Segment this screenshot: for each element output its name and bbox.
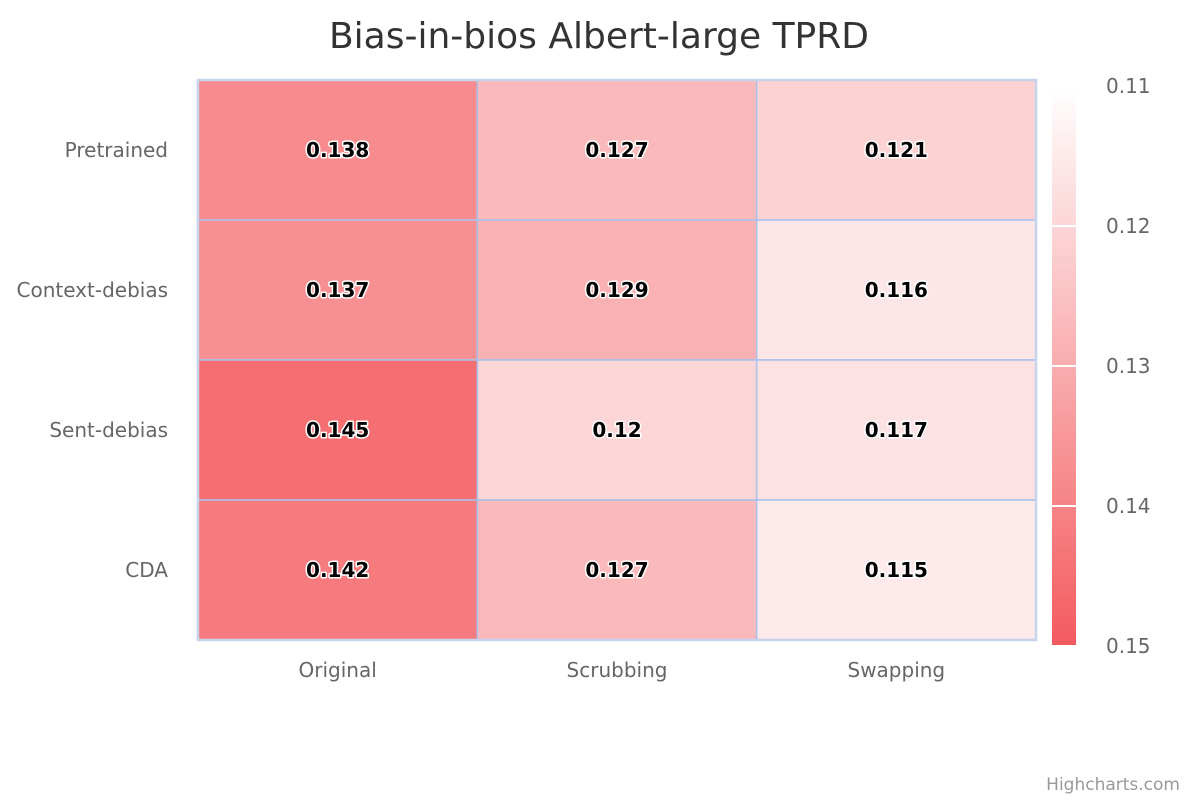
y-axis-labels: Pretrained Context-debias Sent-debias CDA	[17, 138, 169, 582]
chart-title: Bias-in-bios Albert-large TPRD	[329, 16, 869, 57]
y-tick-label: Context-debias	[17, 278, 169, 302]
cell-value-label: 0.145	[306, 418, 369, 442]
heatmap-cell[interactable]	[755, 499, 1037, 641]
cell-value-label: 0.121	[865, 138, 928, 162]
x-axis-labels: Original Scrubbing Swapping	[299, 658, 946, 682]
heatmap-cell[interactable]	[476, 359, 758, 501]
y-tick-label: CDA	[125, 558, 168, 582]
heatmap-cell[interactable]	[197, 499, 479, 641]
y-tick-label: Sent-debias	[49, 418, 168, 442]
heatmap-cells	[196, 78, 1038, 642]
y-tick-label: Pretrained	[65, 138, 168, 162]
color-scale-tick-label: 0.15	[1106, 634, 1151, 658]
heatmap-cell[interactable]	[197, 79, 479, 221]
cell-value-label: 0.116	[865, 278, 928, 302]
x-tick-label: Scrubbing	[567, 658, 668, 682]
cell-value-labels: 0.138 0.127 0.121 0.137 0.129 0.116 0.145 0.12 0…	[305, 137, 930, 584]
color-scale-tick-label: 0.12	[1106, 214, 1151, 238]
heatmap-cell[interactable]	[476, 79, 758, 221]
cell-value-label: 0.12	[592, 418, 641, 442]
x-tick-label: Swapping	[848, 658, 946, 682]
x-tick-label: Original	[299, 658, 377, 682]
color-legend: 0.11 0.12 0.13 0.14 0.15	[1052, 74, 1151, 658]
color-scale-tick-label: 0.11	[1106, 74, 1151, 98]
cell-value-label: 0.115	[865, 558, 928, 582]
plot-border	[196, 78, 1038, 642]
cell-value-label: 0.117	[865, 418, 928, 442]
highcharts-credit[interactable]: Highcharts.com	[1046, 775, 1180, 795]
cell-value-label: 0.127	[585, 558, 648, 582]
heatmap-cell[interactable]	[476, 219, 758, 361]
cell-value-label: 0.142	[306, 558, 369, 582]
color-scale-tick-label: 0.13	[1106, 354, 1151, 378]
color-scale-tick-label: 0.14	[1106, 494, 1151, 518]
cell-value-label: 0.127	[585, 138, 648, 162]
cell-value-label: 0.129	[585, 278, 648, 302]
heatmap-cell[interactable]	[755, 219, 1037, 361]
cell-value-label: 0.138	[306, 138, 369, 162]
heatmap-cell[interactable]	[197, 219, 479, 361]
cell-value-label: 0.137	[306, 278, 369, 302]
